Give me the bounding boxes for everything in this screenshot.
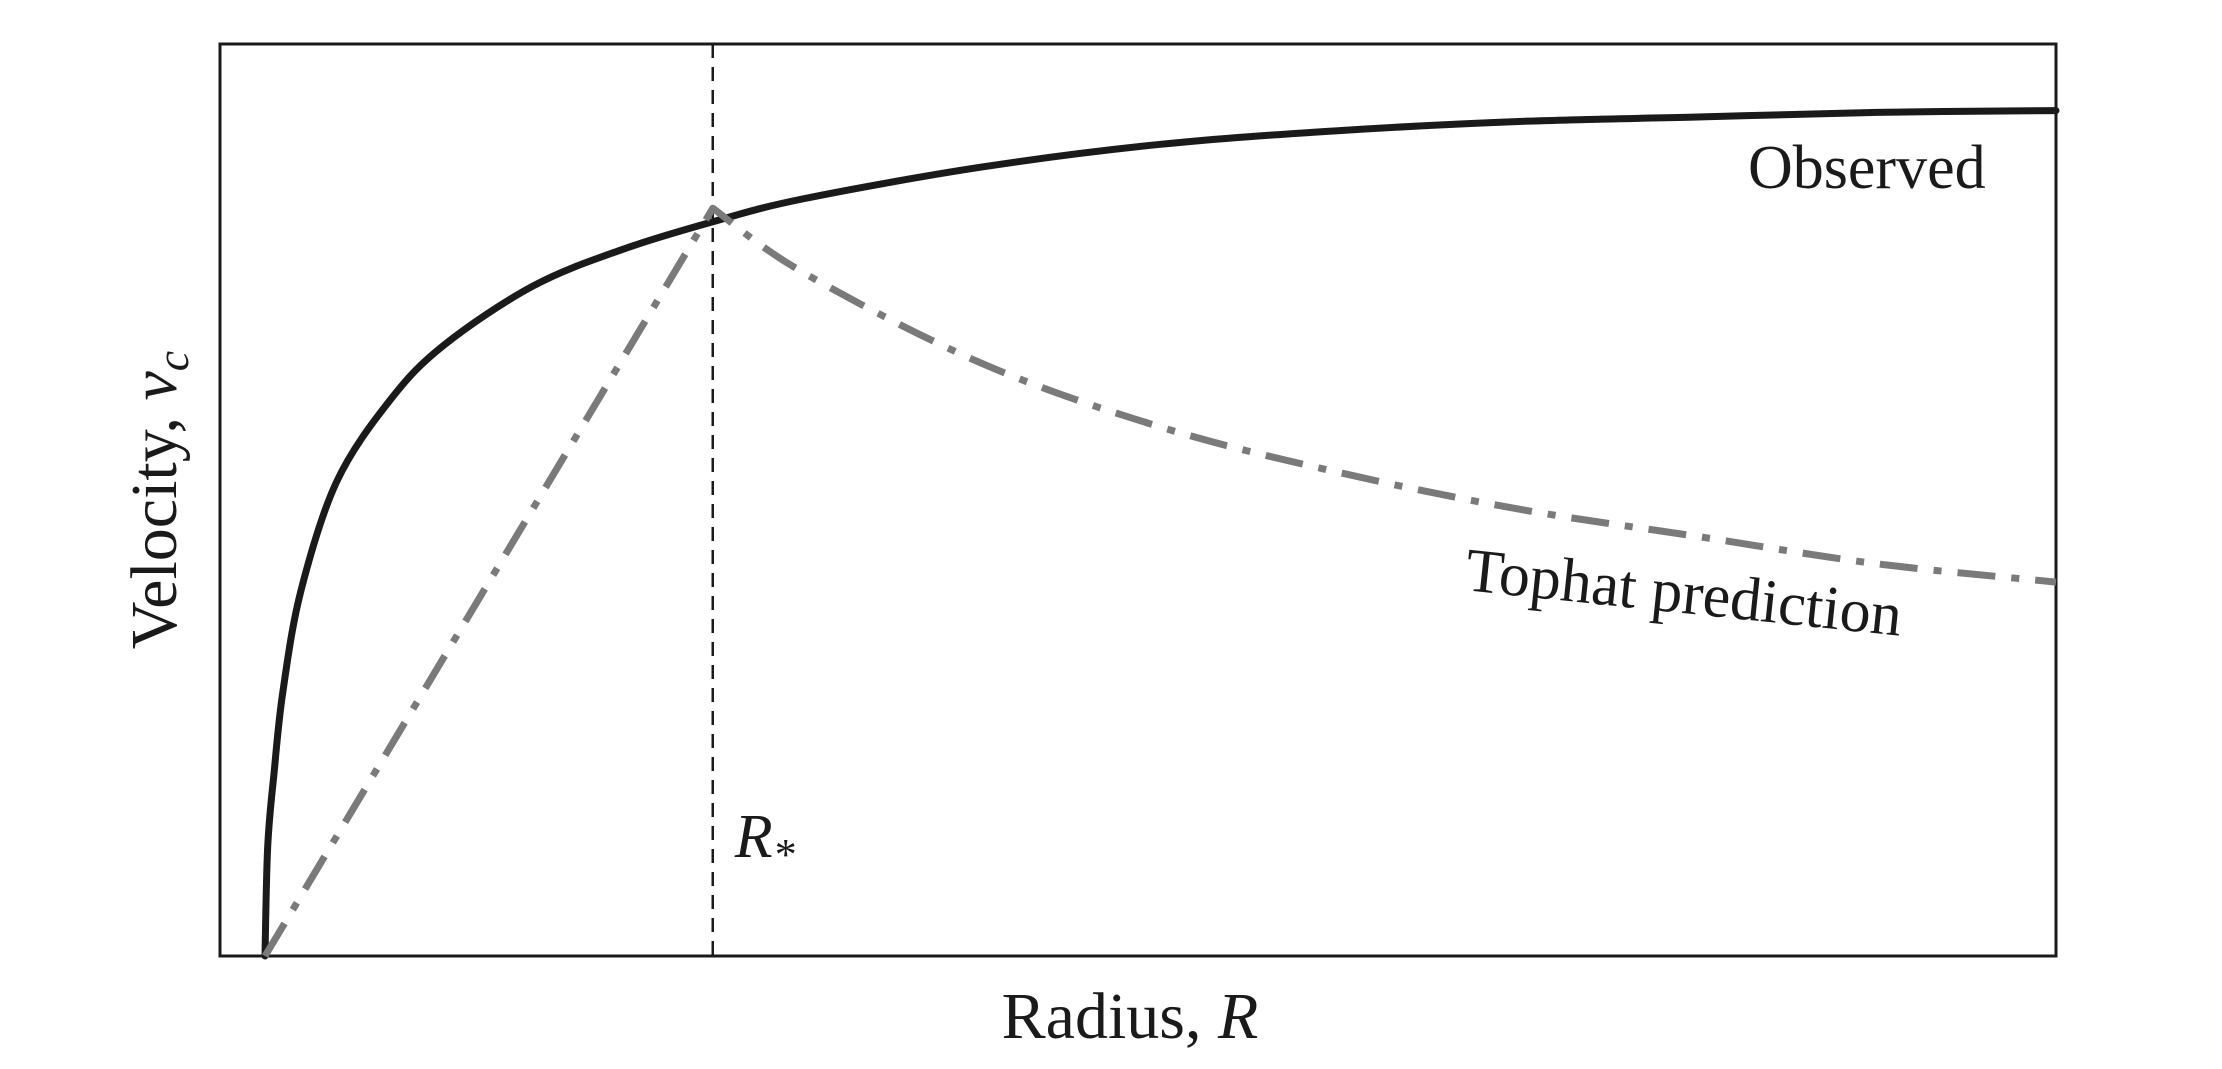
y-axis-label-symbol: v	[118, 371, 191, 401]
series-layer	[261, 107, 2060, 960]
r-star-subscript: *	[773, 830, 795, 879]
r-star-symbol: R	[734, 803, 773, 871]
y-axis-label: Velocity, vc	[118, 351, 198, 649]
r-star-label: R*	[734, 803, 795, 879]
series-line-observed	[261, 107, 2060, 960]
x-axis-label-symbol: R	[1217, 980, 1258, 1053]
y-axis-label-subscript: c	[147, 351, 198, 371]
observed-label: Observed	[1748, 134, 1986, 202]
tophat-prediction-label: Tophat prediction	[1463, 536, 1906, 649]
x-axis-label-text: Radius,	[1002, 980, 1218, 1053]
series-line-tophat-prediction	[261, 204, 2057, 958]
y-axis-label-text: Velocity,	[118, 401, 191, 650]
x-axis-label: Radius, R	[1002, 980, 1259, 1053]
plot-frame	[218, 42, 2058, 958]
